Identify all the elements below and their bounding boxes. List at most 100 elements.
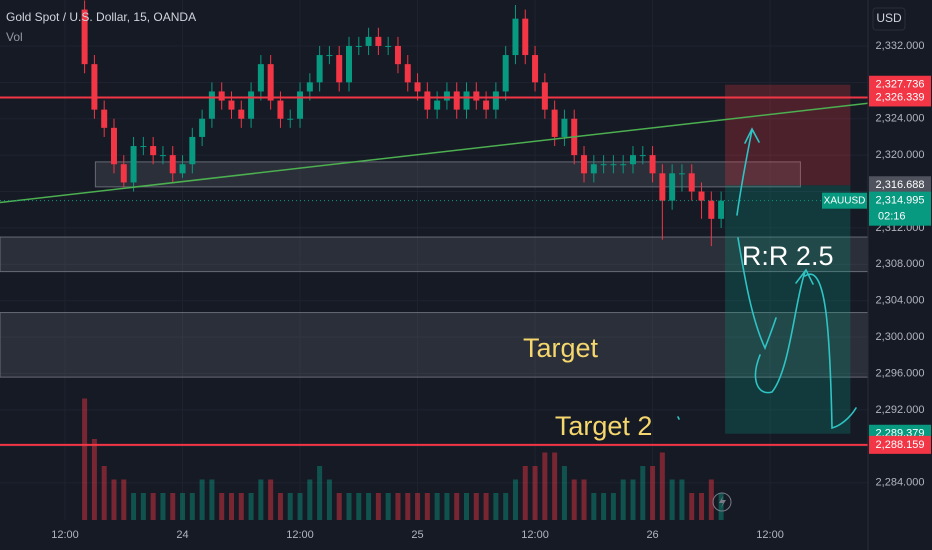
candle-body (434, 100, 441, 110)
x-tick-label: 12:00 (521, 529, 549, 541)
zone (94, 161, 801, 188)
annotation: Target 2 (555, 411, 653, 441)
volume-bar (679, 479, 685, 520)
chart-title: Gold Spot / U.S. Dollar, 15, OANDA (6, 10, 196, 24)
candle-body (590, 164, 597, 174)
volume-bar (405, 493, 411, 520)
volume-bar (532, 466, 538, 520)
annotations: Target Target 2 R:R 2.5 (523, 241, 833, 441)
candle-body (698, 191, 705, 201)
volume-bar (591, 493, 597, 520)
icon-ring (712, 492, 732, 512)
currency: USD (876, 11, 902, 25)
candle-body (443, 91, 450, 101)
volume-bar (444, 493, 450, 520)
candle-body (678, 173, 685, 175)
candle-body (218, 91, 225, 101)
candle-body (277, 100, 284, 119)
candle-body (659, 173, 666, 201)
arrow (804, 273, 857, 430)
volume-bar (464, 493, 470, 520)
price-label: 2,326.339 (876, 91, 925, 103)
candle-body (620, 164, 627, 166)
volume-bar (473, 493, 479, 520)
volume-bar (522, 466, 528, 520)
hand-drawn-arrows (677, 127, 857, 430)
volume-bar (483, 493, 489, 520)
volume-bar (189, 493, 195, 520)
candle-body (355, 45, 362, 47)
candle-body (639, 155, 646, 157)
candle-body (306, 82, 313, 92)
candle-body (385, 45, 392, 47)
candle-body (629, 155, 636, 165)
price-label-box (869, 88, 931, 107)
volume-bar (669, 479, 675, 520)
volume-bar (581, 479, 587, 520)
volume-bar (366, 493, 372, 520)
candle-body (110, 127, 117, 165)
y-tick-label: 2,296.000 (876, 367, 925, 379)
candle-body (718, 200, 725, 219)
candle-body (287, 118, 294, 120)
volume-bar (248, 493, 254, 520)
candle-body (453, 91, 460, 110)
symbol-box (822, 192, 867, 209)
volume (82, 398, 724, 520)
volume-bar (228, 493, 234, 520)
arrow-head (744, 127, 760, 144)
candle-body (199, 118, 206, 137)
volume-bar (219, 493, 225, 520)
arrow (754, 271, 806, 394)
candle-body (346, 45, 353, 83)
price-label: 2,327.736 (876, 79, 925, 91)
volume-bar (91, 439, 97, 520)
chart-subtitle: Vol (6, 30, 23, 44)
candles (81, 0, 725, 247)
y-tick-label: 2,304.000 (876, 295, 925, 307)
candle-body (463, 91, 470, 110)
candle-body (150, 146, 157, 156)
volume-bar (640, 466, 646, 520)
candle-body (179, 164, 186, 174)
annotation: Target (523, 333, 599, 363)
y-tick-label: 2,320.000 (876, 149, 925, 161)
volume-bar (610, 493, 616, 520)
volume-bar (708, 479, 714, 520)
candle-body (581, 155, 588, 174)
price-label-box (869, 176, 931, 195)
candle-body (159, 155, 166, 157)
arrow (736, 129, 753, 216)
volume-bar (140, 493, 146, 520)
volume-bar (630, 479, 636, 520)
volume-bar (542, 452, 548, 520)
volume-bar (160, 493, 166, 520)
candle-body (404, 64, 411, 83)
volume-bar (268, 479, 274, 520)
volume-bar (375, 493, 381, 520)
x-tick-label: 12:00 (51, 529, 79, 541)
volume-bar (82, 398, 88, 520)
volume-bar (385, 493, 391, 520)
candle-body (600, 164, 607, 166)
volume-bar (326, 479, 332, 520)
candle-body (688, 173, 695, 192)
volume-bar (170, 493, 176, 520)
volume-bar (150, 493, 156, 520)
volume-bar (317, 466, 323, 520)
candle-body (610, 164, 617, 166)
price-label-box (869, 191, 931, 226)
volume-bar (297, 493, 303, 520)
volume-bar (307, 479, 313, 520)
volume-bar (454, 493, 460, 520)
candle-body (492, 91, 499, 110)
volume-bar (552, 452, 558, 520)
candle-body (316, 55, 323, 83)
icon-bolt (719, 496, 726, 508)
volume-bar (111, 479, 117, 520)
lightning-icon (712, 492, 732, 512)
volume-bar (131, 493, 137, 520)
candle-body (248, 91, 255, 119)
